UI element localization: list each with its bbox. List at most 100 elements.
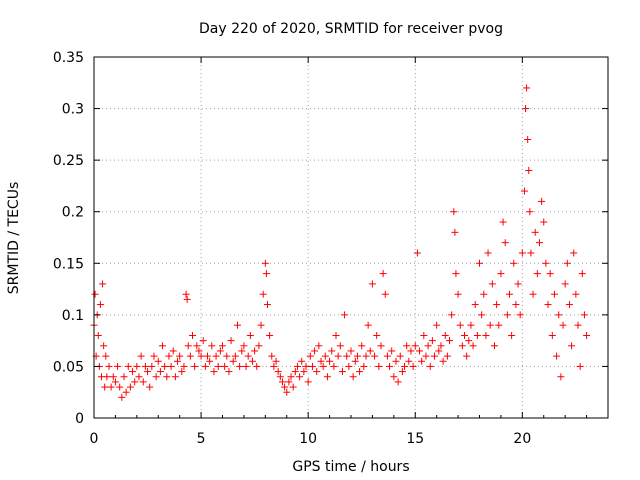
- data-point: [431, 352, 439, 360]
- data-point: [351, 357, 359, 365]
- data-point: [362, 352, 370, 360]
- data-point: [418, 357, 426, 365]
- data-point: [392, 357, 400, 365]
- data-point: [304, 378, 312, 386]
- data-point: [580, 311, 588, 319]
- data-point: [100, 342, 108, 350]
- data-point: [347, 347, 355, 355]
- data-point: [148, 362, 156, 370]
- data-point: [401, 362, 409, 370]
- data-point: [137, 352, 145, 360]
- data-point: [518, 249, 526, 257]
- data-point: [289, 383, 297, 391]
- data-point: [381, 290, 389, 298]
- data-point: [572, 290, 580, 298]
- x-axis-title: GPS time / hours: [292, 459, 409, 475]
- data-point: [524, 136, 532, 144]
- data-point: [510, 259, 518, 267]
- data-point: [129, 368, 137, 376]
- data-point: [120, 373, 128, 381]
- data-point: [197, 352, 205, 360]
- data-point: [568, 342, 576, 350]
- data-point: [473, 331, 481, 339]
- data-point: [176, 352, 184, 360]
- data-point: [424, 342, 432, 350]
- data-point: [409, 362, 417, 370]
- data-point: [287, 373, 295, 381]
- data-point: [103, 373, 111, 381]
- data-point: [548, 331, 556, 339]
- data-point: [486, 321, 494, 329]
- data-point: [161, 362, 169, 370]
- data-point: [266, 331, 274, 339]
- data-point: [124, 362, 132, 370]
- data-point: [191, 362, 199, 370]
- data-point: [195, 347, 203, 355]
- y-tick-label: 0.3: [62, 102, 84, 118]
- data-point: [96, 301, 104, 309]
- data-point: [285, 378, 293, 386]
- data-point: [248, 357, 256, 365]
- data-point: [559, 321, 567, 329]
- data-point: [542, 259, 550, 267]
- data-point: [583, 331, 591, 339]
- chart-title: Day 220 of 2020, SRMTID for receiver pvo…: [199, 21, 503, 37]
- data-point: [122, 388, 130, 396]
- data-point: [291, 368, 299, 376]
- data-point: [240, 342, 248, 350]
- data-point: [512, 301, 520, 309]
- data-point: [465, 337, 473, 345]
- data-point: [330, 362, 338, 370]
- data-point: [561, 280, 569, 288]
- data-point: [323, 373, 331, 381]
- x-tick-label: 5: [197, 431, 206, 447]
- data-point: [356, 368, 364, 376]
- data-point: [526, 208, 534, 216]
- data-point: [204, 352, 212, 360]
- data-point: [276, 373, 284, 381]
- data-point: [471, 301, 479, 309]
- data-point: [353, 352, 361, 360]
- data-point: [349, 373, 357, 381]
- data-point: [131, 378, 139, 386]
- data-point: [208, 342, 216, 350]
- y-tick-label: 0.35: [53, 50, 84, 66]
- data-point: [319, 362, 327, 370]
- data-point: [262, 270, 270, 278]
- data-point: [523, 84, 531, 92]
- data-point: [296, 373, 304, 381]
- data-point: [516, 311, 524, 319]
- data-point: [544, 301, 552, 309]
- data-point: [146, 383, 154, 391]
- data-point: [379, 270, 387, 278]
- data-point: [163, 373, 171, 381]
- data-point: [345, 362, 353, 370]
- data-point: [268, 352, 276, 360]
- data-point: [102, 352, 110, 360]
- data-point: [144, 368, 152, 376]
- data-point: [557, 373, 565, 381]
- data-point: [529, 290, 537, 298]
- data-point: [189, 331, 197, 339]
- data-point: [283, 388, 291, 396]
- data-point: [371, 352, 379, 360]
- data-point: [538, 197, 546, 205]
- data-point: [150, 352, 158, 360]
- data-point: [169, 347, 177, 355]
- data-point: [298, 357, 306, 365]
- data-point: [488, 280, 496, 288]
- data-point: [199, 337, 207, 345]
- data-point: [165, 352, 173, 360]
- data-point: [255, 342, 263, 350]
- data-point: [366, 347, 374, 355]
- data-point: [540, 218, 548, 226]
- data-point: [300, 368, 308, 376]
- data-point: [272, 357, 280, 365]
- data-point: [109, 373, 117, 381]
- data-point: [274, 368, 282, 376]
- y-tick-label: 0.2: [62, 205, 84, 221]
- data-point: [570, 249, 578, 257]
- data-point: [293, 362, 301, 370]
- data-point: [180, 362, 188, 370]
- data-point: [259, 290, 267, 298]
